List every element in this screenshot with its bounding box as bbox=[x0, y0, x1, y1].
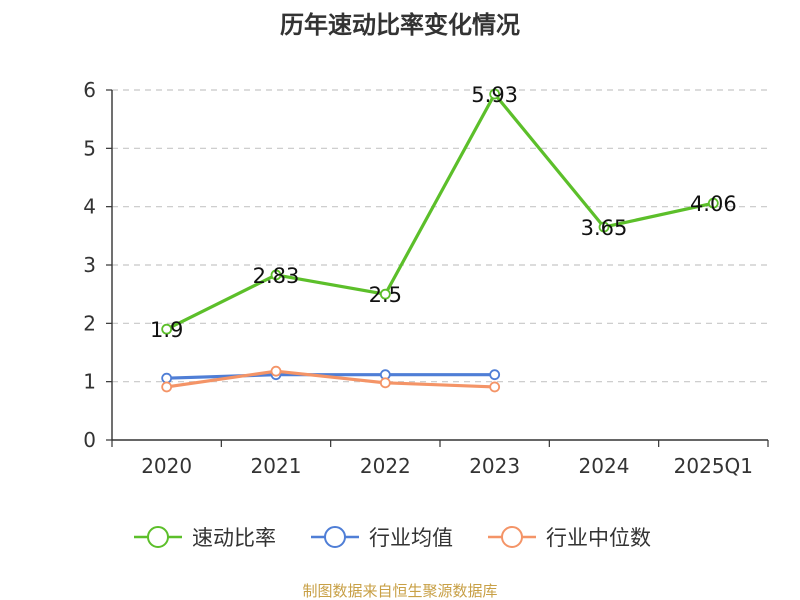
data-label: 2.83 bbox=[253, 264, 300, 288]
legend-item[interactable]: 行业中位数 bbox=[488, 526, 651, 550]
legend-label: 速动比率 bbox=[192, 526, 276, 550]
series-line bbox=[165, 92, 714, 331]
legend-item[interactable]: 速动比率 bbox=[134, 526, 276, 550]
data-point bbox=[379, 288, 391, 300]
data-point bbox=[270, 365, 282, 377]
data-point bbox=[707, 197, 719, 209]
legend-marker bbox=[501, 526, 523, 548]
x-tick-label: 2022 bbox=[360, 454, 411, 478]
y-tick-label: 4 bbox=[83, 195, 96, 219]
y-tick-label: 2 bbox=[83, 311, 96, 335]
series-layer bbox=[161, 88, 719, 393]
data-point bbox=[270, 269, 282, 281]
x-tick-label: 2025Q1 bbox=[674, 454, 753, 478]
x-tick-label: 2020 bbox=[141, 454, 192, 478]
series-line bbox=[166, 373, 495, 380]
data-point bbox=[489, 88, 501, 100]
legend[interactable]: 速动比率 行业均值 行业中位数 bbox=[134, 526, 651, 550]
legend-marker bbox=[147, 526, 169, 548]
chart-title: 历年速动比率变化情况 bbox=[280, 11, 520, 39]
series-line bbox=[166, 369, 495, 389]
y-tick-label: 0 bbox=[83, 428, 96, 452]
legend-marker bbox=[324, 526, 346, 548]
y-tick-label: 3 bbox=[83, 253, 96, 277]
data-point bbox=[379, 377, 391, 389]
data-point bbox=[161, 372, 173, 384]
data-label: 1.9 bbox=[150, 318, 183, 342]
x-tick-label: 2021 bbox=[251, 454, 302, 478]
y-tick-label: 6 bbox=[83, 78, 96, 102]
data-label: 3.65 bbox=[581, 216, 628, 240]
data-label: 2.5 bbox=[369, 283, 402, 307]
data-point bbox=[161, 381, 173, 393]
data-point bbox=[598, 221, 610, 233]
legend-label: 行业中位数 bbox=[546, 526, 651, 550]
data-label: 4.06 bbox=[690, 192, 737, 216]
grid bbox=[112, 89, 768, 383]
data-point bbox=[489, 369, 501, 381]
data-point bbox=[161, 323, 173, 335]
data-label: 5.93 bbox=[471, 83, 518, 107]
legend-label: 行业均值 bbox=[369, 526, 453, 550]
data-labels: 1.9 2.83 2.5 5.93 3.65 4.06 bbox=[150, 83, 737, 342]
legend-item[interactable]: 行业均值 bbox=[311, 526, 453, 550]
y-tick-label: 1 bbox=[83, 370, 96, 394]
source-note: 制图数据来自恒生聚源数据库 bbox=[302, 582, 497, 600]
x-tick-label: 2023 bbox=[469, 454, 520, 478]
y-tick-label: 5 bbox=[83, 136, 96, 160]
data-point bbox=[489, 381, 501, 393]
x-tick-label: 2024 bbox=[579, 454, 630, 478]
axes: 0 1 2 3 4 5 6 2020 2021 2022 2023 2024 2025Q1 bbox=[83, 78, 769, 478]
